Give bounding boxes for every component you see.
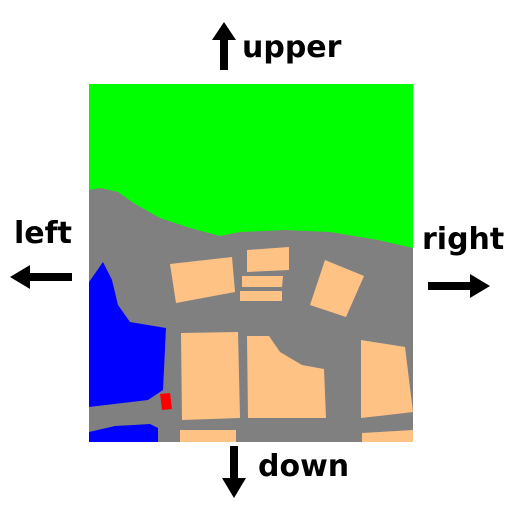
building bbox=[170, 257, 235, 303]
direction-label-down: down bbox=[258, 449, 350, 484]
building bbox=[242, 276, 283, 287]
building bbox=[247, 336, 326, 418]
vegetation-area bbox=[89, 84, 413, 248]
building bbox=[180, 430, 236, 442]
building bbox=[310, 260, 364, 317]
building bbox=[240, 291, 282, 301]
water-area bbox=[89, 262, 166, 407]
building bbox=[181, 332, 240, 420]
arrow-up-icon bbox=[212, 22, 236, 70]
arrow-down-icon bbox=[222, 446, 246, 498]
direction-label-left: left bbox=[14, 216, 73, 251]
water-area-bottom bbox=[89, 424, 158, 442]
direction-label-upper: upper bbox=[242, 30, 342, 65]
arrow-right-icon bbox=[428, 274, 490, 298]
building bbox=[361, 340, 413, 418]
direction-label-right: right bbox=[422, 222, 505, 257]
arrow-left-icon bbox=[10, 265, 72, 289]
building bbox=[362, 430, 413, 442]
location-marker bbox=[160, 393, 172, 410]
building bbox=[247, 247, 289, 272]
